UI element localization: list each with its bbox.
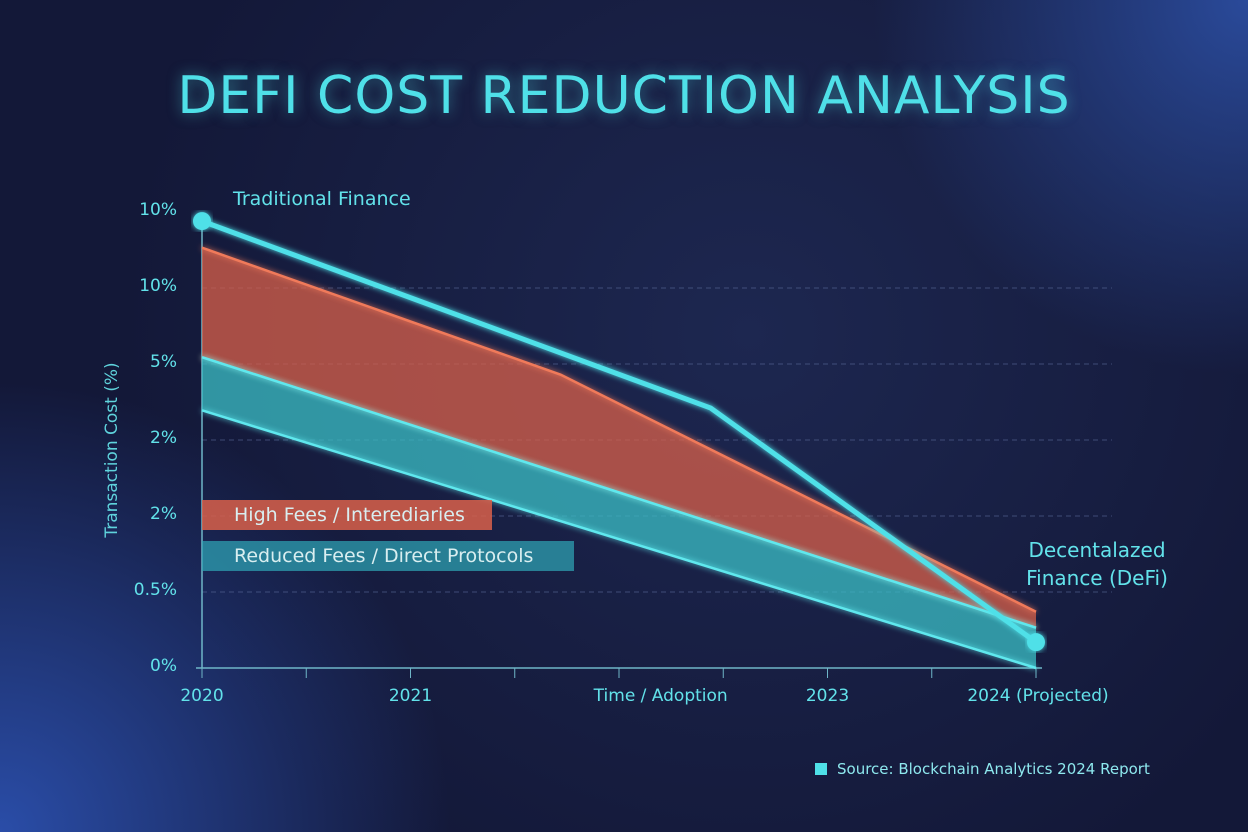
source-marker-icon	[815, 763, 827, 775]
x-tick-label: Time / Adoption	[593, 686, 728, 706]
source-note: Source: Blockchain Analytics 2024 Report	[815, 760, 1150, 778]
reduced-fees-band-area	[202, 357, 1036, 668]
x-tick-label: 2023	[805, 686, 850, 706]
y-tick-label: 5%	[150, 352, 177, 372]
y-tick-label: 10%	[139, 200, 177, 220]
high-fees-band-area	[202, 247, 1036, 628]
legend-reduced-fees: Reduced Fees / Direct Protocols	[202, 541, 574, 571]
y-tick-label: 10%	[139, 276, 177, 296]
defi-label-line2: Finance (DeFi)	[1026, 566, 1168, 590]
defi-label-line1: Decentalazed	[1028, 538, 1166, 562]
x-tick-label: 2020	[180, 686, 224, 706]
traditional-finance-line	[201, 218, 1038, 645]
y-tick-label: 0.5%	[133, 580, 177, 600]
y-tick-label: 0%	[150, 656, 177, 676]
high-fees-band-upper-edge	[201, 246, 1037, 613]
x-tick-label: 2021	[388, 686, 433, 706]
source-text: Source: Blockchain Analytics 2024 Report	[837, 760, 1150, 778]
traditional-endpoint-marker	[193, 212, 211, 231]
y-tick-label: 2%	[150, 504, 177, 524]
y-tick-label: 2%	[150, 428, 177, 448]
defi-endpoint-marker	[1027, 633, 1045, 652]
legend-high-fees: High Fees / Interediaries	[202, 500, 492, 530]
traditional-finance-label: Traditional Finance	[233, 188, 411, 210]
chart-title: DEFI COST REDUCTION ANALYSIS	[177, 66, 1071, 126]
reduced-fees-band-lower-edge	[201, 409, 1037, 670]
x-tick-label: 2024 (Projected)	[967, 686, 1109, 706]
reduced-fees-band-upper-edge	[201, 355, 1037, 629]
